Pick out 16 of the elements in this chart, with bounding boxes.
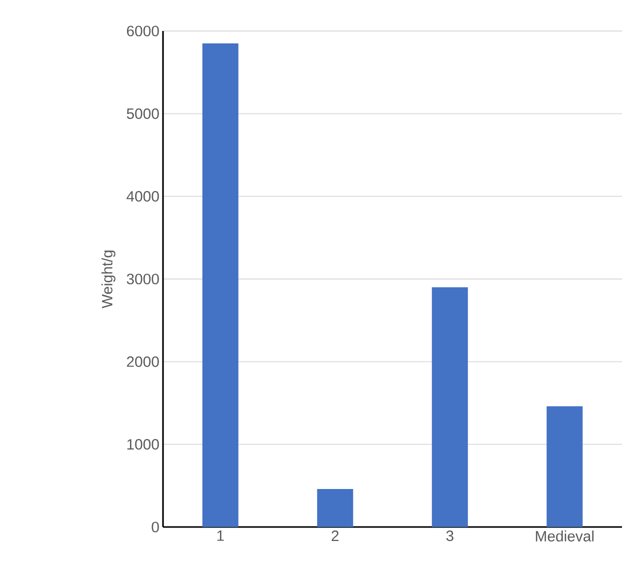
bar <box>202 43 238 527</box>
x-tick-label: 1 <box>217 530 224 541</box>
y-tick-label: 6000 <box>127 26 159 36</box>
bar <box>546 406 583 527</box>
x-tick-label: Medieval <box>536 530 594 542</box>
y-tick-label: 1000 <box>127 439 159 450</box>
x-tick-label: 3 <box>446 530 454 542</box>
bar <box>317 488 354 527</box>
y-axis-title: Weight/g <box>101 250 116 308</box>
bar <box>432 287 468 527</box>
y-tick-label: 0 <box>152 522 159 532</box>
y-tick-label: 2000 <box>126 356 159 367</box>
y-tick-label: 5000 <box>126 108 159 119</box>
y-tick-label: 3000 <box>126 274 159 284</box>
y-tick-label: 4000 <box>126 191 159 202</box>
x-tick-label: 2 <box>332 530 339 541</box>
